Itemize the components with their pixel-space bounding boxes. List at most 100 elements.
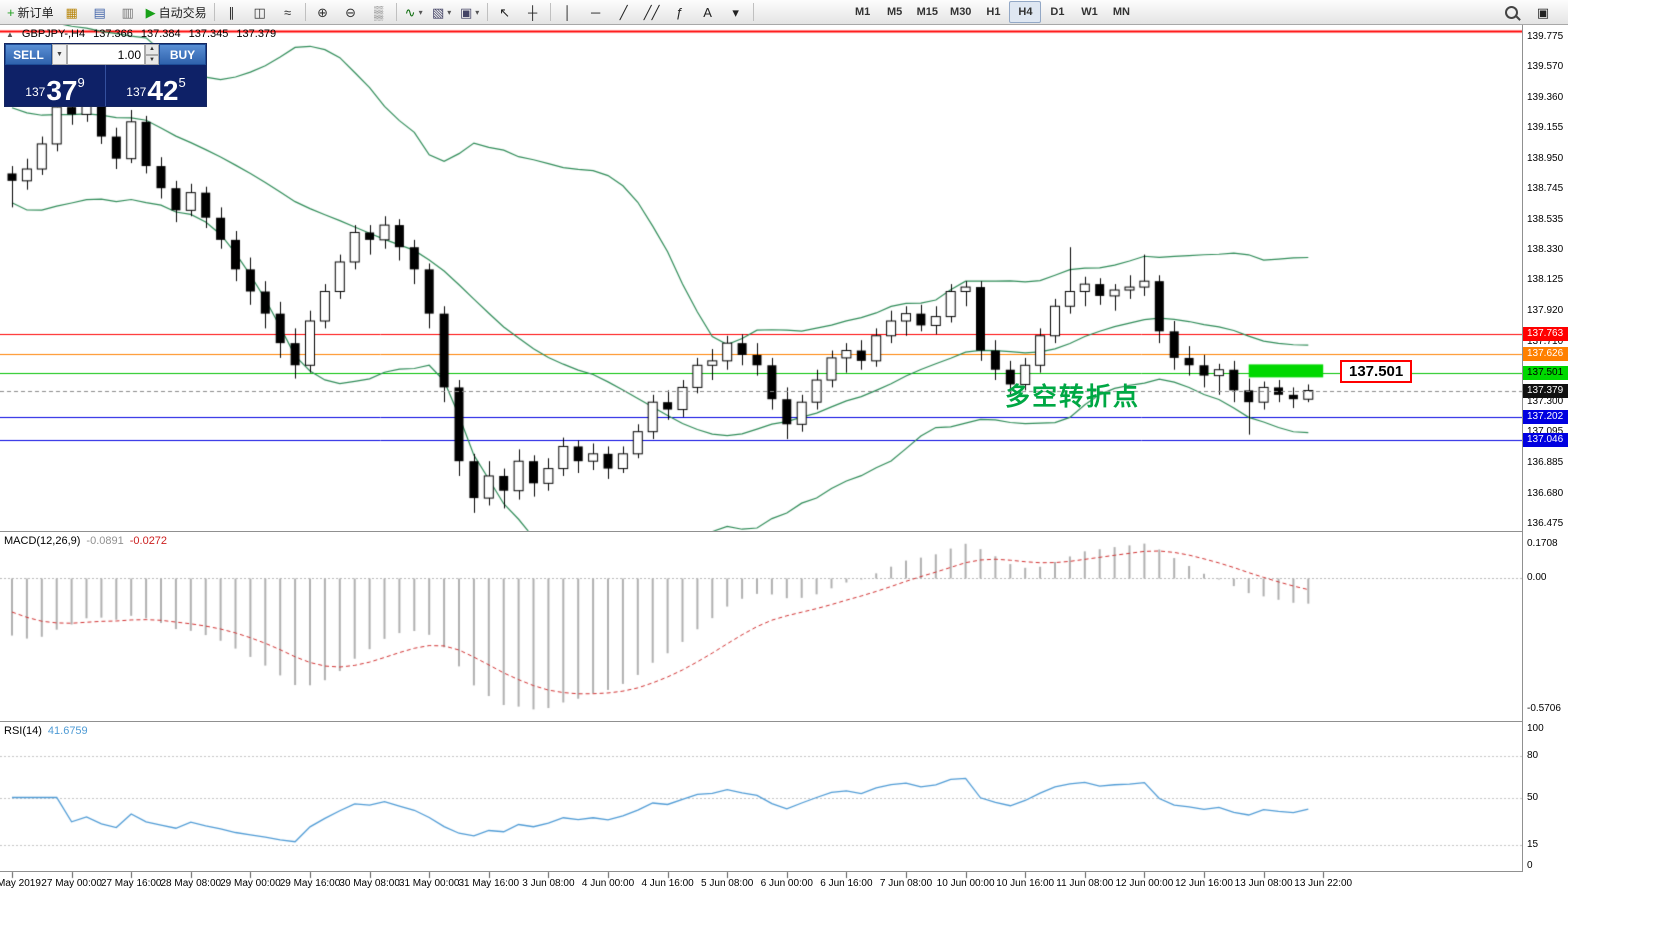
time-axis-label: 7 Jun 08:00 bbox=[879, 878, 933, 889]
channel-button[interactable]: ╱╱ bbox=[638, 1, 666, 23]
text-button[interactable]: A bbox=[694, 1, 722, 23]
time-axis-label: 31 May 16:00 bbox=[458, 878, 520, 889]
periods-button[interactable]: ▧ ▾ bbox=[428, 1, 456, 23]
price-callout-label[interactable]: 137.501 bbox=[1340, 360, 1413, 383]
profiles-button[interactable]: ▤ bbox=[86, 1, 114, 23]
zoom-in-icon: ⊕ bbox=[317, 4, 329, 20]
new-window-button[interactable]: ▣ bbox=[1529, 1, 1557, 23]
rsi-label: RSI(14) bbox=[4, 725, 42, 737]
bar-chart-icon: ∥ bbox=[228, 4, 235, 20]
timeframe-mn-button[interactable]: MN bbox=[1112, 6, 1130, 18]
candle-chart-button[interactable]: ◫ bbox=[246, 1, 274, 23]
price-axis-label: 138.950 bbox=[1527, 152, 1564, 164]
timeframe-h4-button[interactable]: H4 bbox=[1009, 1, 1042, 23]
sell-button[interactable]: SELL bbox=[5, 44, 52, 65]
sell-price-sup: 9 bbox=[77, 75, 85, 90]
time-axis-label: 27 May 16:00 bbox=[100, 878, 162, 889]
sell-price[interactable]: 137 37 9 bbox=[5, 65, 105, 106]
ohlc-open: 137.366 bbox=[93, 28, 133, 40]
volume-dropdown-button[interactable]: ▼ bbox=[52, 44, 67, 65]
time-axis-label: 30 May 08:00 bbox=[339, 878, 400, 889]
time-axis-label: 5 Jun 08:00 bbox=[701, 878, 754, 889]
channel-icon: ╱╱ bbox=[643, 4, 660, 20]
timeframe-m5-button[interactable]: M5 bbox=[886, 6, 903, 18]
templates-icon: ▣ bbox=[459, 4, 473, 20]
buy-price[interactable]: 137 42 5 bbox=[106, 65, 206, 106]
timeframe-m15-button[interactable]: M15 bbox=[916, 6, 939, 18]
trendline-button[interactable]: ╱ bbox=[610, 1, 638, 23]
buy-button[interactable]: BUY bbox=[159, 44, 206, 65]
price-tag: 137.626 bbox=[1523, 347, 1568, 362]
indicators-button[interactable]: ∿ ▾ bbox=[400, 1, 428, 23]
volume-input[interactable] bbox=[67, 44, 145, 65]
vertical-line-button[interactable]: │ bbox=[554, 1, 582, 23]
time-axis-label: 3 Jun 08:00 bbox=[522, 878, 575, 889]
toolbar-left: + 新订单 ▦ ▤ ▥ ▶ 自动交易 ∥ ◫ ≈ ⊕ ⊖ ▒ ∿ ▾ ▧ ▾ ▣ ▾ ↖ ┼ │ ─ ╱ ╱╱ ƒ A ▾ bbox=[3, 1, 757, 23]
tile-windows-button[interactable]: ▒ bbox=[365, 1, 393, 23]
zoom-out-button[interactable]: ⊖ bbox=[337, 1, 365, 23]
text-icon: A bbox=[703, 4, 712, 20]
buy-price-sup: 5 bbox=[178, 75, 186, 90]
arrows-button[interactable]: ▾ bbox=[722, 1, 750, 23]
macd-axis-label: -0.5706 bbox=[1527, 703, 1561, 715]
macd-label: MACD(12,26,9) bbox=[4, 535, 81, 547]
autotrading-icon: ▶ bbox=[145, 4, 156, 20]
cursor-button[interactable]: ↖ bbox=[491, 1, 519, 23]
rsi-axis-label: 15 bbox=[1527, 839, 1539, 851]
rsi-axis-label: 0 bbox=[1527, 860, 1533, 871]
price-tag: 137.202 bbox=[1523, 409, 1568, 424]
timeframe-group: M1 M5 M15 M30 H1 H4 D1 W1 MN bbox=[847, 1, 1138, 23]
price-divider bbox=[105, 65, 106, 106]
chart-canvas[interactable] bbox=[0, 25, 1522, 895]
new-order-button[interactable]: + 新订单 bbox=[3, 1, 58, 23]
time-axis-label: 28 May 08:00 bbox=[160, 878, 222, 889]
time-axis-label: 24 May 2019 bbox=[0, 878, 41, 889]
price-axis-label: 139.155 bbox=[1527, 122, 1564, 134]
market-watch-button[interactable]: ▥ bbox=[114, 1, 142, 23]
turning-point-annotation[interactable]: 多空转折点 bbox=[1005, 383, 1141, 411]
timeframe-m30-button[interactable]: M30 bbox=[950, 6, 972, 18]
periods-icon: ▧ bbox=[431, 4, 445, 20]
price-axis-label: 137.920 bbox=[1527, 304, 1564, 316]
chart-window-button[interactable]: ▦ bbox=[58, 1, 86, 23]
search-button[interactable] bbox=[1497, 1, 1525, 23]
macd-main-value: -0.0891 bbox=[86, 535, 124, 547]
volume-up-button[interactable]: ▲ bbox=[145, 44, 159, 55]
macd-axis-label: 0.00 bbox=[1527, 571, 1547, 583]
rsi-value: 41.6759 bbox=[47, 725, 88, 737]
autotrading-button[interactable]: ▶ 自动交易 bbox=[142, 1, 211, 23]
templates-button[interactable]: ▣ ▾ bbox=[456, 1, 484, 23]
line-chart-button[interactable]: ≈ bbox=[274, 1, 302, 23]
timeframe-w1-button[interactable]: W1 bbox=[1081, 6, 1098, 18]
toolbar-separator bbox=[486, 3, 488, 21]
time-axis-label: 4 Jun 00:00 bbox=[581, 878, 635, 889]
timeframe-m1-button[interactable]: M1 bbox=[854, 6, 871, 18]
time-axis-label: 4 Jun 16:00 bbox=[641, 878, 694, 889]
indicators-icon: ∿ bbox=[404, 4, 416, 20]
timeframe-d1-button[interactable]: D1 bbox=[1050, 6, 1065, 18]
symbol-name: GBPJPY-,H4 bbox=[21, 28, 86, 40]
price-axis-label: 138.745 bbox=[1527, 182, 1564, 194]
time-axis-label: 27 May 00:00 bbox=[41, 878, 102, 889]
crosshair-button[interactable]: ┼ bbox=[519, 1, 547, 23]
bar-chart-button[interactable]: ∥ bbox=[218, 1, 246, 23]
price-axis[interactable]: 139.775 139.570 139.360 139.155 138.950 138.7… bbox=[1522, 25, 1568, 872]
caret-down-icon: ▾ bbox=[475, 7, 480, 17]
zoom-in-button[interactable]: ⊕ bbox=[309, 1, 337, 23]
fibonacci-button[interactable]: ƒ bbox=[666, 1, 694, 23]
panel-separator[interactable] bbox=[0, 721, 1568, 722]
autotrading-label: 自动交易 bbox=[158, 5, 207, 20]
volume-down-button[interactable]: ▼ bbox=[145, 54, 159, 65]
time-axis-label: 31 May 00:00 bbox=[398, 878, 460, 889]
ohlc-high: 137.384 bbox=[140, 28, 181, 40]
tile-windows-icon: ▒ bbox=[374, 4, 384, 20]
rsi-axis-label: 80 bbox=[1527, 750, 1539, 762]
price-axis-label: 137.710 bbox=[1527, 335, 1564, 347]
symbol-marker-icon: ▲ bbox=[6, 29, 14, 39]
horizontal-line-button[interactable]: ─ bbox=[582, 1, 610, 23]
price-tag: 137.379 bbox=[1523, 383, 1568, 398]
cursor-icon: ↖ bbox=[499, 4, 511, 20]
panel-separator[interactable] bbox=[0, 531, 1568, 532]
timeframe-h1-button[interactable]: H1 bbox=[986, 6, 1001, 18]
